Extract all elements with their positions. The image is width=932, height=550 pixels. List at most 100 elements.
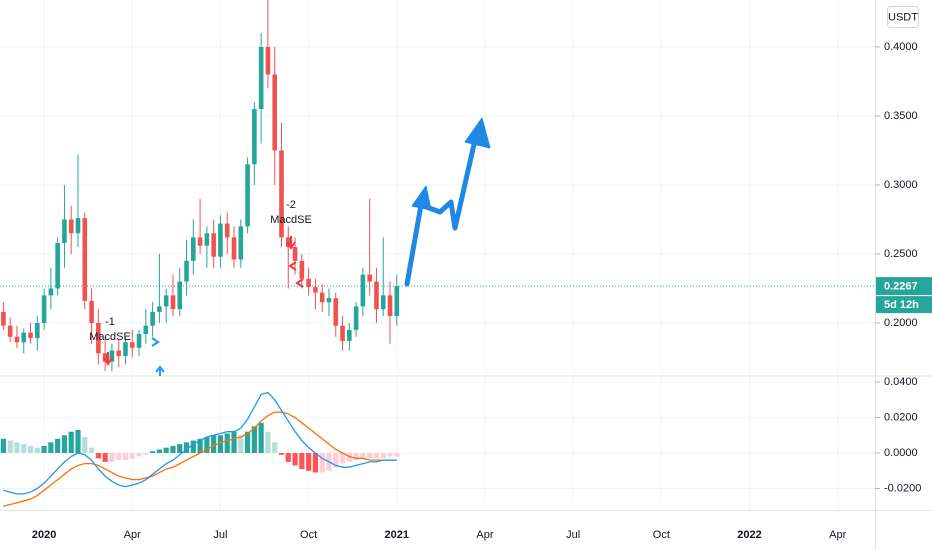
x-tick-label: Jul (213, 529, 227, 541)
candle-body (313, 287, 318, 293)
signal-annotation: -2 (286, 199, 296, 211)
candle-body (7, 325, 13, 337)
candle-body (157, 306, 162, 312)
candle-body (129, 342, 135, 348)
histogram-bar (190, 440, 196, 453)
candle-body (143, 325, 149, 335)
histogram-bar (292, 453, 298, 466)
candle-body (82, 218, 88, 301)
candle-body (374, 281, 379, 310)
histogram-bar (360, 453, 366, 459)
candle-body (299, 260, 305, 279)
histogram-bar (346, 453, 352, 462)
x-tick-label: Oct (300, 529, 317, 541)
sell-marker (288, 261, 297, 271)
histogram-bar (7, 440, 13, 453)
candle-body (326, 298, 332, 303)
histogram-bar (258, 422, 264, 453)
candle-body (238, 226, 244, 260)
y-tick-label: 0.2500 (884, 248, 918, 260)
buy-marker (155, 365, 165, 376)
histogram-bar (116, 453, 122, 461)
histogram-bar (387, 453, 393, 457)
candle-body (191, 237, 196, 261)
histogram-bar (299, 453, 305, 469)
candle-body (123, 342, 128, 357)
candle-body (380, 295, 386, 310)
candle-body (150, 311, 155, 326)
histogram-bar (211, 435, 217, 453)
candle-body (102, 353, 108, 362)
histogram-bar (0, 438, 6, 453)
candle-body (41, 295, 47, 323)
y-tick-label: 0.2000 (884, 317, 918, 329)
x-tick-label: 2020 (32, 529, 56, 541)
countdown-badge (876, 296, 932, 314)
candle-body (252, 109, 257, 165)
candle-body (279, 150, 284, 238)
histogram-bar (34, 447, 40, 453)
histogram-bar (170, 445, 176, 453)
histogram-bar (14, 442, 20, 453)
y-tick-label: 0.3000 (884, 179, 918, 191)
candle-body (353, 306, 359, 330)
x-tick-label: Apr (476, 529, 493, 541)
histogram-bar (272, 442, 278, 453)
y-tick-label: 0.0000 (884, 447, 918, 459)
y-tick-label: -0.0200 (884, 482, 921, 494)
candle-body (184, 260, 189, 282)
candle-body (387, 295, 393, 317)
x-tick-label: Apr (124, 529, 141, 541)
histogram-bar (319, 453, 325, 473)
histogram-bar (285, 453, 291, 462)
histogram-bar (129, 453, 135, 459)
candle-body (218, 223, 223, 257)
candle-body (109, 350, 115, 362)
x-tick-label: Apr (829, 529, 846, 541)
candle-body (55, 242, 60, 289)
candle-body (48, 288, 54, 296)
candle-body (62, 219, 67, 243)
candle-body (367, 274, 372, 282)
histogram-bar (88, 447, 95, 453)
candle-body (272, 74, 278, 151)
signal-annotation: -1 (105, 316, 115, 328)
histogram-bar (380, 453, 386, 459)
candle-body (394, 286, 400, 317)
last-price-badge (876, 277, 932, 296)
histogram-bar (333, 453, 339, 468)
histogram-bar (95, 453, 101, 459)
y-tick-label: 0.0400 (884, 376, 918, 388)
sell-marker (103, 352, 113, 366)
buy-marker (151, 337, 160, 347)
y-tick-label: 0.0200 (884, 411, 918, 423)
histogram-bar (265, 431, 271, 453)
histogram-bar (150, 451, 156, 453)
histogram-bar (251, 426, 257, 453)
histogram-bar (312, 453, 319, 473)
histogram-bar (41, 445, 47, 453)
histogram-bar (244, 431, 251, 453)
candle-body (28, 332, 33, 339)
histogram-bar (231, 431, 237, 453)
candle-body (245, 164, 250, 227)
histogram-bar (122, 453, 129, 461)
x-tick-label: Oct (653, 529, 670, 541)
histogram-bar (217, 435, 224, 453)
candle-body (292, 247, 298, 261)
candle-body (14, 336, 20, 343)
candle-body (116, 350, 122, 357)
histogram-bar (367, 453, 373, 459)
histogram-bar (339, 453, 346, 464)
macd-line (3, 391, 397, 495)
y-tick-label: 0.3500 (884, 110, 918, 122)
histogram-bar (353, 453, 359, 461)
candle-body (224, 223, 230, 238)
histogram-bar (278, 453, 285, 455)
candle-body (1, 311, 6, 326)
histogram-bar (204, 437, 210, 453)
histogram-bar (55, 438, 61, 453)
signal-annotation: MacdSE (89, 331, 131, 343)
candle-body (333, 298, 339, 326)
